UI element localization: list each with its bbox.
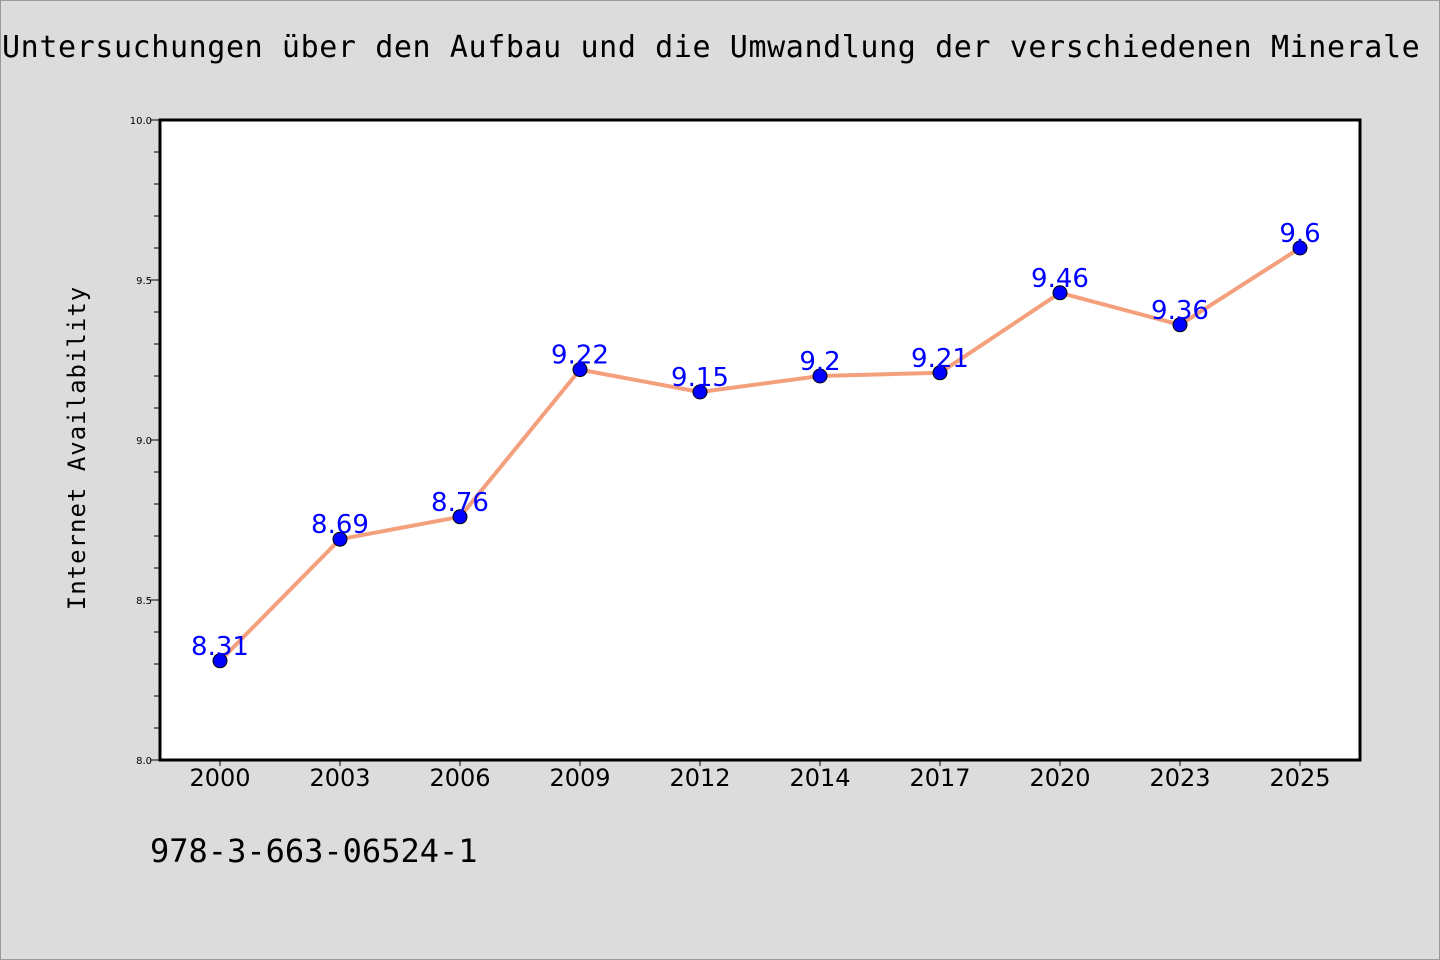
y-tick-label: 9.5 <box>136 276 152 287</box>
data-label: 9.2 <box>799 347 840 377</box>
x-tick-label: 2020 <box>1029 764 1090 792</box>
x-tick-label: 2023 <box>1149 764 1210 792</box>
x-tick-label: 2009 <box>549 764 610 792</box>
plot-border <box>158 118 1362 762</box>
data-labels: 8.31 8.69 8.76 9.22 9.15 9.2 9.21 9.46 9.36 9.6 <box>191 219 1321 662</box>
x-tick-label: 2025 <box>1269 764 1330 792</box>
data-label: 8.31 <box>191 632 249 662</box>
data-label: 9.6 <box>1279 219 1320 249</box>
chart-title: Untersuchungen über den Aufbau und die U… <box>2 30 1438 65</box>
data-point <box>932 365 948 381</box>
data-label: 9.36 <box>1151 296 1209 326</box>
data-label: 9.22 <box>551 341 609 371</box>
footer-isbn: 978-3-663-06524-1 <box>150 832 478 870</box>
data-point <box>452 509 468 525</box>
x-tick-label: 2000 <box>189 764 250 792</box>
data-point <box>692 384 708 400</box>
y-tick-label: 9.0 <box>136 436 152 447</box>
x-tick-label: 2006 <box>429 764 490 792</box>
data-label: 9.21 <box>911 344 969 374</box>
data-series <box>212 240 1308 669</box>
plot-area <box>160 120 1360 760</box>
data-label: 9.15 <box>671 363 729 393</box>
y-tick-label: 8.0 <box>136 756 152 767</box>
x-axis: 2000 2003 2006 2009 2012 2014 2017 2020 2023 2025 <box>189 760 1331 792</box>
y-tick-label: 10.0 <box>130 116 152 127</box>
data-point <box>212 653 228 669</box>
x-tick-label: 2012 <box>669 764 730 792</box>
y-axis-label: Internet Availability <box>63 286 91 610</box>
y-tick-label: 8.5 <box>136 596 152 607</box>
data-point <box>332 531 348 547</box>
data-label: 8.69 <box>311 510 369 540</box>
data-point <box>812 368 828 384</box>
data-point <box>572 362 588 378</box>
data-label: 9.46 <box>1031 264 1089 294</box>
data-point <box>1172 317 1188 333</box>
x-tick-label: 2017 <box>909 764 970 792</box>
x-tick-label: 2014 <box>789 764 850 792</box>
data-point <box>1052 285 1068 301</box>
y-axis: 8.0 8.5 9.0 9.5 10.0 <box>130 116 160 767</box>
series-line <box>218 246 1302 663</box>
data-point <box>1292 240 1308 256</box>
data-label: 8.76 <box>431 488 489 518</box>
x-tick-label: 2003 <box>309 764 370 792</box>
